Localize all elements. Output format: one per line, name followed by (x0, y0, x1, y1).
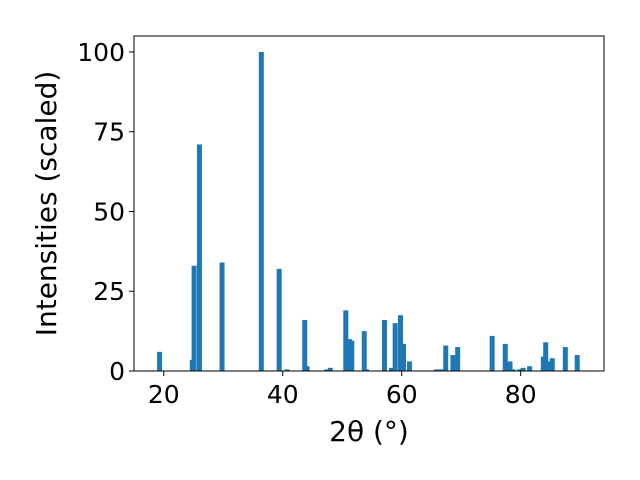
bar (527, 366, 533, 371)
bar (502, 343, 508, 371)
bar (324, 369, 330, 371)
bar (276, 268, 282, 371)
bar (574, 355, 580, 371)
plot-frame (133, 35, 605, 372)
y-tick-label: 100 (77, 38, 125, 67)
x-tick-label: 20 (148, 380, 180, 409)
bar (381, 319, 387, 371)
y-tick-label: 50 (93, 197, 125, 226)
y-tick-label: 75 (93, 118, 125, 147)
bar (455, 347, 461, 371)
bar (157, 351, 163, 371)
bar (258, 51, 264, 371)
x-tick-label: 40 (267, 380, 299, 409)
bar (443, 345, 449, 371)
y-axis-label: Intensities (scaled) (30, 71, 63, 337)
x-tick-label: 80 (505, 380, 537, 409)
y-tick-label: 0 (109, 357, 125, 386)
bar (520, 367, 526, 371)
bars-group (157, 51, 580, 371)
bar (562, 347, 568, 371)
bar (219, 262, 225, 371)
bar (191, 265, 197, 371)
bar (401, 343, 407, 371)
bar (392, 323, 398, 371)
bar (361, 331, 367, 371)
bar (284, 369, 290, 371)
x-axis-label: 2θ (°) (329, 415, 409, 448)
bar (343, 310, 349, 371)
bar (543, 342, 549, 371)
bar (302, 319, 308, 371)
bar (549, 358, 555, 371)
bar (327, 367, 333, 371)
bar (546, 361, 552, 371)
bar (450, 355, 456, 371)
bar (364, 369, 370, 371)
bar (438, 369, 444, 371)
bar (517, 369, 523, 371)
bar (406, 361, 412, 371)
x-tick-label: 60 (386, 380, 418, 409)
bar (398, 315, 404, 371)
bar (433, 369, 439, 371)
bar (196, 144, 202, 371)
bar (489, 335, 495, 371)
y-tick-label: 25 (93, 277, 125, 306)
bar (389, 367, 395, 371)
x-axis-ticks: 20 40 60 80 (148, 371, 537, 409)
bar (507, 361, 513, 371)
y-axis-ticks: 0 25 50 75 100 (77, 38, 134, 386)
bar (510, 369, 516, 371)
bar (304, 366, 310, 371)
bar (349, 340, 355, 371)
